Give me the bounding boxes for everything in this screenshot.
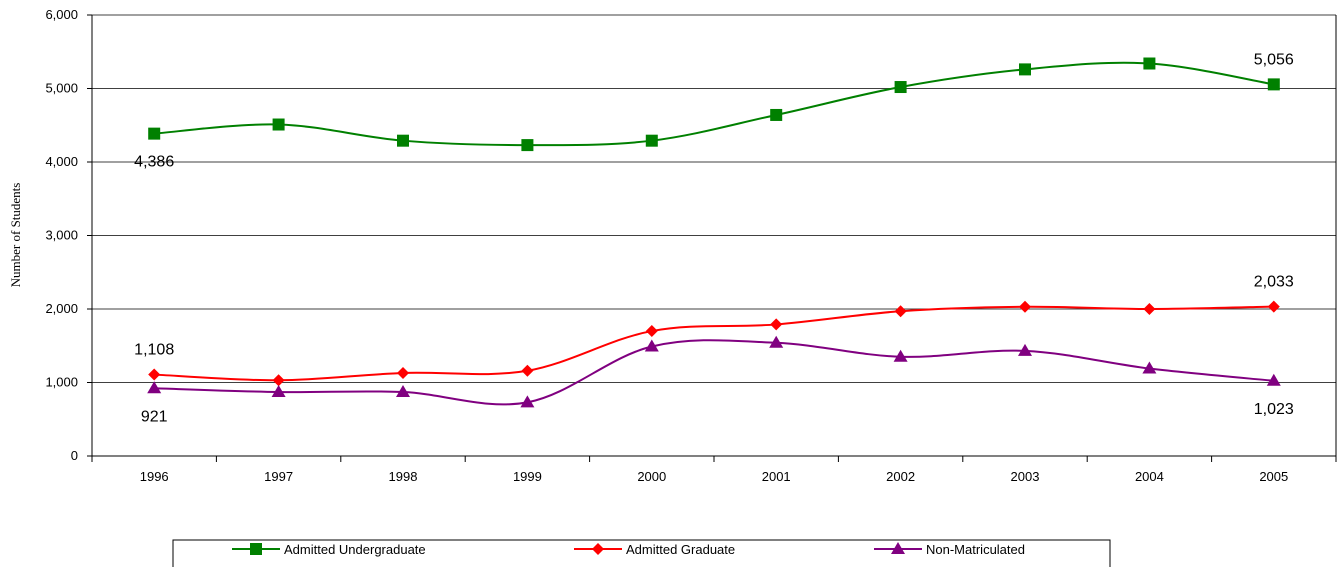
data-point bbox=[644, 339, 659, 352]
x-tick-label: 2002 bbox=[886, 469, 915, 484]
y-tick-label: 0 bbox=[71, 448, 78, 463]
data-point bbox=[1267, 300, 1280, 313]
data-point bbox=[520, 395, 535, 408]
data-point bbox=[271, 385, 286, 398]
axes bbox=[87, 14, 1337, 462]
data-point bbox=[893, 349, 908, 362]
legend-marker bbox=[250, 543, 262, 555]
data-label: 921 bbox=[141, 408, 168, 425]
data-label: 5,056 bbox=[1254, 51, 1294, 68]
data-point bbox=[1019, 300, 1031, 313]
series-line bbox=[154, 339, 1274, 406]
x-tick-label: 2005 bbox=[1259, 469, 1288, 484]
legend: Admitted Undergraduate Admitted Graduate N… bbox=[172, 539, 1111, 567]
data-point bbox=[770, 108, 783, 121]
x-tick-label: 2000 bbox=[637, 469, 666, 484]
legend-label: Admitted Undergraduate bbox=[284, 542, 426, 557]
data-point bbox=[397, 134, 409, 147]
y-tick-labels: 0 1,000 2,000 3,000 4,000 5,000 6,000 bbox=[45, 7, 78, 463]
y-axis-title: Number of Students bbox=[8, 183, 23, 288]
y-tick-label: 3,000 bbox=[45, 228, 78, 243]
data-label: 1,108 bbox=[134, 342, 174, 359]
x-tick-label: 2003 bbox=[1011, 469, 1040, 484]
y-tick-label: 4,000 bbox=[45, 154, 78, 169]
data-point bbox=[645, 134, 658, 147]
x-tick-label: 2001 bbox=[762, 469, 791, 484]
y-tick-label: 5,000 bbox=[45, 81, 78, 96]
x-tick-label: 1996 bbox=[140, 469, 169, 484]
data-point bbox=[769, 335, 784, 348]
data-point bbox=[1266, 373, 1281, 386]
x-tick-labels: 1996 1997 1998 1999 2000 2001 2002 2003 2004 2005 bbox=[140, 469, 1289, 484]
x-tick-label: 2004 bbox=[1135, 469, 1164, 484]
data-label: 2,033 bbox=[1254, 274, 1294, 291]
data-point bbox=[397, 366, 409, 379]
data-point bbox=[521, 364, 534, 377]
data-point bbox=[1143, 57, 1156, 70]
legend-marker bbox=[592, 543, 604, 555]
data-point bbox=[148, 127, 161, 140]
legend-item-admitted-graduate: Admitted Graduate bbox=[574, 542, 735, 557]
data-label: 1,023 bbox=[1254, 401, 1294, 418]
data-point bbox=[894, 81, 907, 94]
data-label: 4,386 bbox=[134, 154, 174, 171]
series-lines bbox=[147, 57, 1281, 408]
data-labels: 4,386 5,056 1,108 2,033 921 1,023 bbox=[134, 51, 1294, 425]
x-tick-label: 1999 bbox=[513, 469, 542, 484]
series-admitted-undergraduate bbox=[148, 57, 1280, 152]
series-line bbox=[154, 61, 1274, 147]
data-point bbox=[1142, 361, 1157, 374]
x-tick-label: 1997 bbox=[264, 469, 293, 484]
legend-item-admitted-undergraduate: Admitted Undergraduate bbox=[232, 542, 426, 557]
data-point bbox=[148, 368, 161, 381]
legend-marker bbox=[891, 542, 905, 554]
y-tick-label: 1,000 bbox=[45, 375, 78, 390]
legend-box bbox=[172, 539, 1111, 567]
data-point bbox=[272, 118, 285, 131]
x-tick-label: 1998 bbox=[389, 469, 418, 484]
data-point bbox=[1143, 303, 1156, 315]
data-point bbox=[770, 318, 783, 331]
data-point bbox=[272, 374, 285, 387]
y-tick-label: 6,000 bbox=[45, 7, 78, 22]
data-point bbox=[894, 305, 907, 318]
legend-label: Admitted Graduate bbox=[626, 542, 735, 557]
series-non-matriculated bbox=[147, 335, 1281, 408]
series-admitted-graduate bbox=[148, 300, 1280, 387]
data-point bbox=[1267, 78, 1280, 91]
data-point bbox=[147, 381, 162, 394]
gridlines bbox=[92, 14, 1336, 383]
data-point bbox=[1019, 63, 1031, 76]
series-line bbox=[154, 305, 1274, 382]
legend-label: Non-Matriculated bbox=[926, 542, 1025, 557]
legend-item-non-matriculated: Non-Matriculated bbox=[874, 542, 1025, 557]
y-tick-label: 2,000 bbox=[45, 301, 78, 316]
data-point bbox=[645, 325, 658, 338]
data-point bbox=[521, 139, 534, 152]
data-point bbox=[396, 385, 410, 398]
data-point bbox=[1018, 343, 1032, 356]
